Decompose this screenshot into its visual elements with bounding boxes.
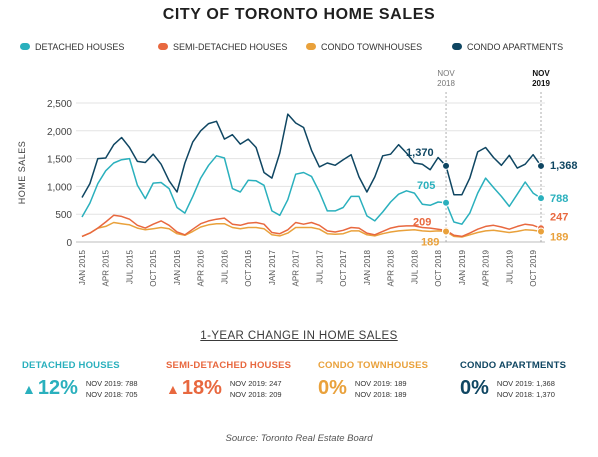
stat-semi-detached: SEMI-DETACHED HOUSES ▲ 18% NOV 2019: 247… (166, 360, 316, 400)
stat-nov2018: NOV 2018: 1,370 (496, 389, 555, 399)
stat-nov2019: NOV 2019: 788 (85, 378, 138, 388)
data-point-nov2018 (442, 227, 451, 236)
data-label-nov2019: 1,368 (550, 160, 578, 172)
series-line-3 (81, 113, 542, 198)
marker-label: 2018 (437, 79, 455, 88)
data-point-nov2019 (537, 227, 545, 236)
x-tick-label: APR 2018 (387, 249, 396, 286)
stat-label: DETACHED HOUSES (22, 360, 120, 371)
summary-heading-text: 1-YEAR CHANGE IN HOME SALES (200, 330, 398, 342)
stat-values: NOV 2019: 189 NOV 2018: 189 (355, 378, 407, 400)
source-note: Source: Toronto Real Estate Board (225, 433, 373, 444)
stat-nov2019: NOV 2019: 189 (354, 378, 407, 388)
legend-label: DETACHED HOUSES (35, 42, 124, 52)
stat-percent-value: 0% (318, 377, 347, 399)
data-label-nov2018: 189 (421, 236, 439, 248)
stat-values: NOV 2019: 1,368 NOV 2018: 1,370 (497, 378, 555, 400)
x-tick-label: JAN 2017 (268, 249, 277, 285)
data-point-nov2018 (442, 161, 451, 170)
x-tick-label: APR 2015 (102, 249, 111, 286)
stat-nov2019: NOV 2019: 1,368 (496, 378, 555, 388)
stat-label: CONDO TOWNHOUSES (318, 360, 429, 371)
x-tick-label: JAN 2018 (363, 249, 372, 285)
legend-swatch (452, 43, 462, 50)
stat-nov2018: NOV 2018: 189 (354, 389, 407, 399)
x-tick-label: OCT 2016 (244, 249, 253, 286)
x-tick-label: JUL 2019 (505, 249, 514, 284)
data-label-nov2018: 705 (417, 180, 435, 192)
y-tick-label: 1,500 (47, 155, 72, 166)
stat-nov2019: NOV 2019: 247 (229, 378, 282, 388)
stat-label: CONDO APARTMENTS (460, 360, 567, 371)
data-label-nov2018: 1,370 (406, 147, 434, 159)
y-tick-label: 2,000 (47, 127, 72, 138)
stat-values: NOV 2019: 788 NOV 2018: 705 (86, 378, 138, 400)
stat-condo-apartments: CONDO APARTMENTS 0% NOV 2019: 1,368 NOV … (460, 360, 598, 400)
x-tick-label: OCT 2015 (149, 249, 158, 286)
x-tick-label: OCT 2018 (434, 249, 443, 286)
stat-nov2018: NOV 2018: 209 (229, 389, 282, 399)
stat-detached: DETACHED HOUSES ▲ 12% NOV 2019: 788 NOV … (22, 360, 172, 400)
data-label-nov2018: 209 (413, 216, 431, 228)
stat-percent: 0% (460, 377, 489, 400)
stat-condo-townhouses: CONDO TOWNHOUSES 0% NOV 2019: 189 NOV 20… (318, 360, 468, 400)
x-tick-label: JAN 2016 (173, 249, 182, 285)
stat-values: NOV 2019: 247 NOV 2018: 209 (230, 378, 282, 400)
legend-swatch (20, 43, 30, 50)
line-chart: DETACHED HOUSES SEMI-DETACHED HOUSES CONDO… (17, 42, 578, 287)
stat-label: SEMI-DETACHED HOUSES (166, 360, 292, 371)
data-label-nov2019: 788 (550, 193, 568, 205)
x-tick-label: APR 2019 (482, 249, 491, 286)
marker-label: NOV (532, 69, 550, 78)
data-label-nov2019: 189 (550, 231, 568, 243)
x-tick-label: JAN 2019 (458, 249, 467, 285)
data-point-nov2018 (442, 198, 451, 207)
stat-percent-value: 12% (37, 377, 78, 399)
legend-swatch (306, 43, 316, 50)
y-axis-label: HOME SALES (17, 141, 27, 205)
y-tick-label: 500 (55, 210, 72, 221)
stat-percent: 0% (318, 377, 347, 400)
legend-label: CONDO APARTMENTS (467, 42, 563, 52)
x-tick-label: JUL 2017 (315, 249, 324, 284)
marker-label: NOV (437, 69, 455, 78)
x-tick-label: APR 2016 (197, 249, 206, 286)
data-point-nov2019 (537, 194, 545, 203)
y-tick-label: 1,000 (47, 182, 72, 193)
x-tick-label: JUL 2015 (125, 249, 134, 284)
data-label-nov2019: 247 (550, 211, 568, 223)
x-tick-label: JUL 2016 (220, 249, 229, 284)
stat-percent: ▲ 12% (22, 377, 78, 400)
series-line-0 (81, 155, 542, 225)
x-tick-label: JAN 2015 (78, 249, 87, 285)
summary-heading: 1-YEAR CHANGE IN HOME SALES (0, 330, 598, 342)
stat-percent-value: 18% (181, 377, 222, 399)
stat-nov2018: NOV 2018: 705 (85, 389, 138, 399)
x-tick-label: JUL 2018 (410, 249, 419, 284)
series-line-2 (81, 221, 542, 238)
x-tick-label: OCT 2017 (339, 249, 348, 286)
legend-label: SEMI-DETACHED HOUSES (173, 42, 287, 52)
marker-label: 2019 (532, 79, 550, 88)
x-tick-label: OCT 2019 (529, 249, 538, 286)
series-line-1 (81, 214, 542, 238)
legend-label: CONDO TOWNHOUSES (321, 42, 422, 52)
legend-swatch (158, 43, 168, 50)
x-tick-label: APR 2017 (292, 249, 301, 286)
data-point-nov2019 (537, 161, 545, 170)
up-arrow-icon: ▲ (166, 380, 180, 397)
stat-percent-value: 0% (460, 377, 489, 399)
stat-percent: ▲ 18% (166, 377, 222, 400)
y-tick-label: 0 (66, 238, 72, 249)
up-arrow-icon: ▲ (22, 380, 36, 397)
chart-title: CITY OF TORONTO HOME SALES (162, 6, 436, 23)
y-tick-label: 2,500 (47, 99, 72, 110)
